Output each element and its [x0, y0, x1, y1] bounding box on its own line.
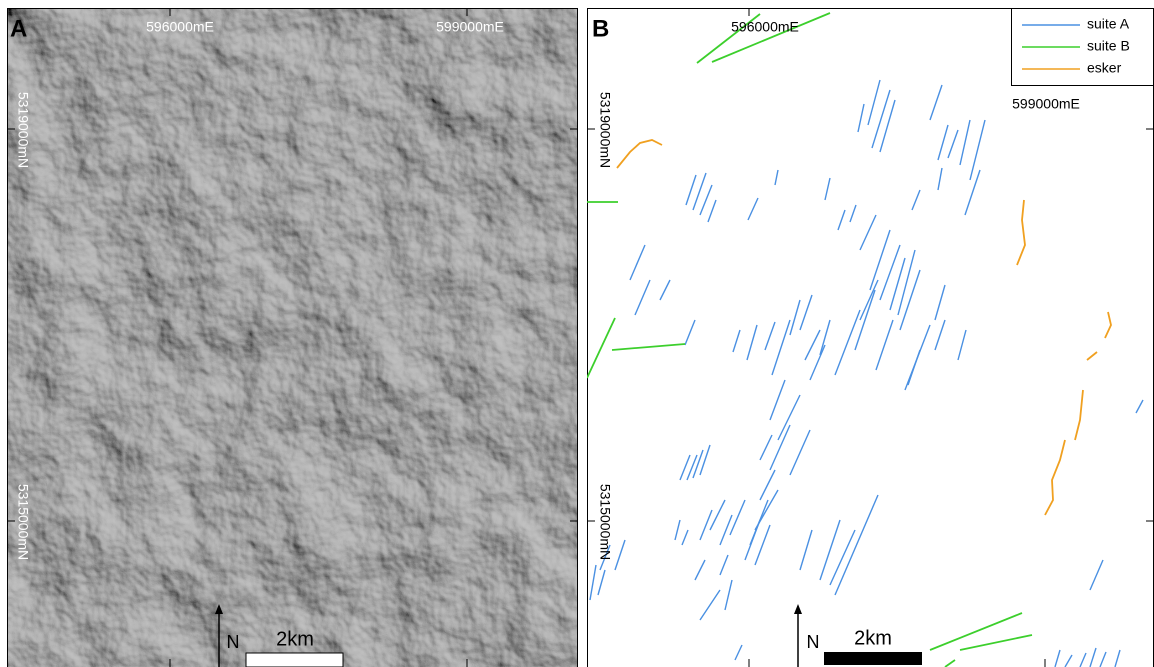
hillshade — [7, 8, 578, 667]
north-label: N — [807, 632, 820, 652]
figure: A 596000mE 599000mE 5319000mN 5315000mN … — [0, 0, 1154, 667]
northing-label: 5315000mN — [15, 484, 31, 560]
legend-label: esker — [1087, 60, 1122, 76]
scale-label: 2km — [276, 628, 314, 650]
north-label: N — [227, 632, 240, 652]
legend: suite A suite B esker — [1012, 9, 1154, 86]
scale-label: 2km — [854, 627, 892, 649]
easting-label: 599000mE — [436, 19, 504, 35]
legend-label: suite B — [1087, 38, 1130, 54]
easting-label: 599000mE — [1012, 96, 1080, 112]
page: A 596000mE 599000mE 5319000mN 5315000mN … — [0, 0, 1154, 667]
easting-label: 596000mE — [731, 19, 799, 35]
easting-label: 596000mE — [146, 19, 214, 35]
northing-label: 5315000mN — [597, 484, 613, 560]
northing-label: 5319000mN — [597, 92, 613, 168]
northing-label: 5319000mN — [15, 92, 31, 168]
scale-bar — [246, 653, 343, 667]
panel-label: A — [10, 15, 27, 42]
scale-bar — [824, 652, 922, 665]
panel-label: B — [592, 15, 609, 42]
legend-label: suite A — [1087, 16, 1130, 32]
